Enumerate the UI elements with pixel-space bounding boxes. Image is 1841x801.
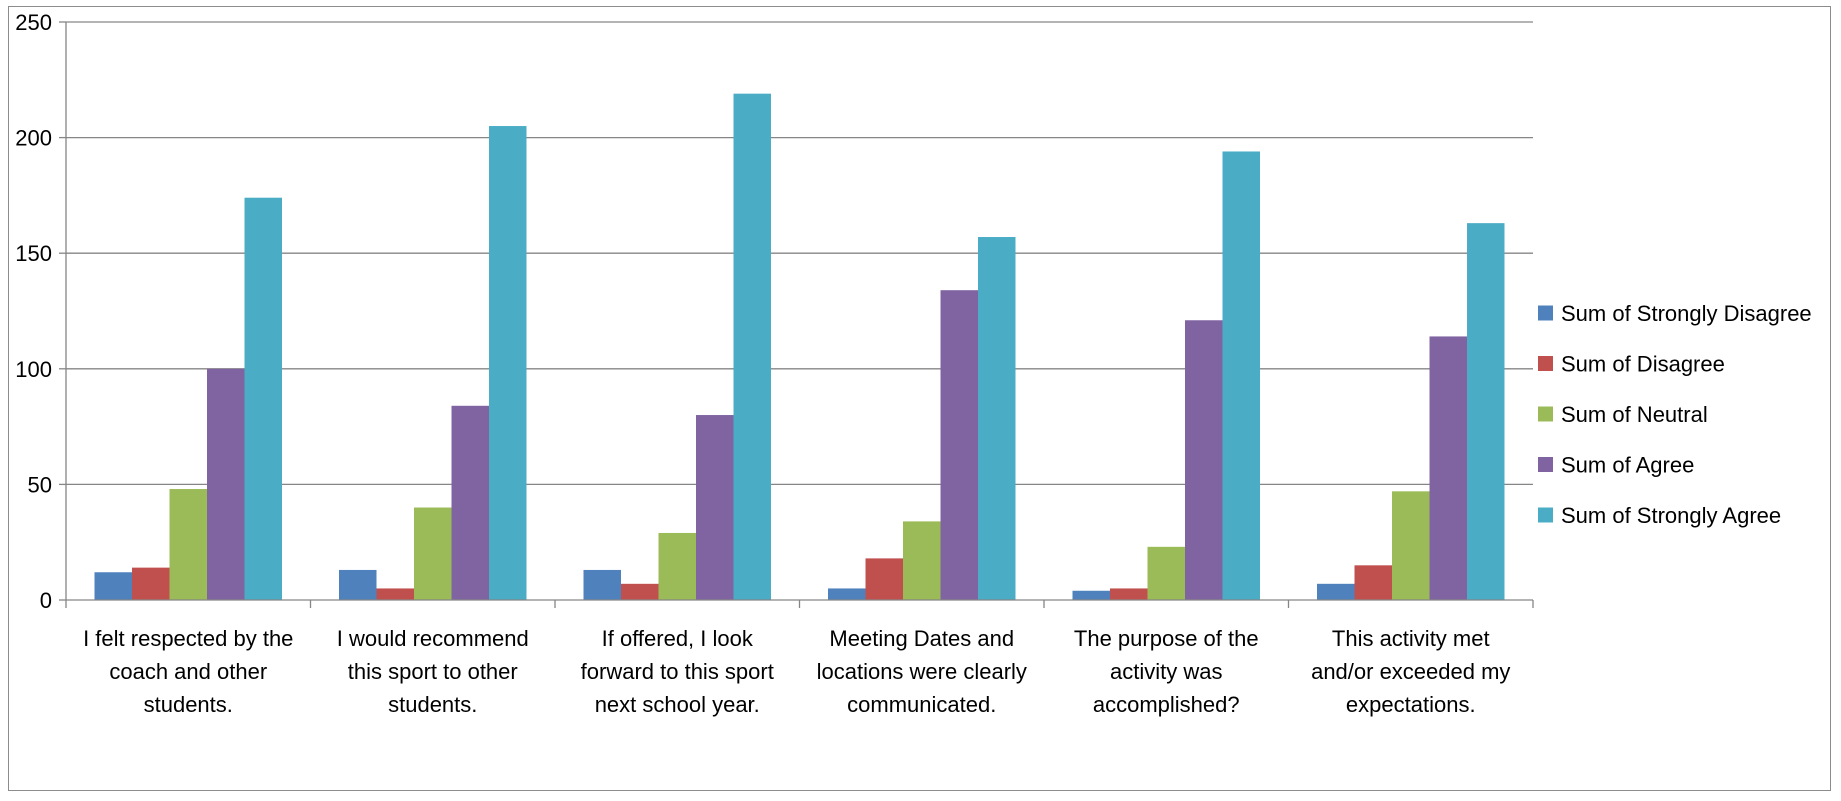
bar: [376, 588, 414, 600]
bar: [132, 567, 170, 600]
bar: [978, 237, 1016, 601]
x-category-label: The purpose of the: [1074, 626, 1259, 651]
legend-swatch: [1538, 406, 1553, 422]
bar: [621, 583, 659, 600]
legend-swatch: [1538, 507, 1553, 523]
legend-swatch: [1538, 305, 1553, 321]
y-tick-label: 50: [28, 472, 52, 497]
bar: [1354, 565, 1392, 600]
bar: [339, 569, 377, 600]
bar: [94, 572, 132, 600]
x-category-label: students.: [388, 692, 477, 717]
y-tick-label: 150: [15, 241, 52, 266]
bar: [1392, 491, 1430, 600]
x-category-label: students.: [144, 692, 233, 717]
legend-label: Sum of Agree: [1561, 453, 1694, 478]
x-axis-category-labels: I felt respected by the coach and other st…: [83, 626, 1510, 717]
bar: [940, 290, 978, 600]
bar: [658, 532, 696, 600]
bars: [94, 93, 1505, 601]
bar: [414, 507, 452, 600]
y-axis-tick-labels: 0 50 100 150 200 250: [15, 10, 52, 613]
legend-label: Sum of Strongly Disagree: [1561, 301, 1812, 326]
x-category-label: This activity met: [1332, 626, 1490, 651]
x-category-label: this sport to other: [348, 659, 518, 684]
x-category-label: If offered, I look: [602, 626, 754, 651]
bar: [451, 405, 489, 600]
y-tick-label: 100: [15, 357, 52, 382]
bar: [244, 197, 282, 600]
bar: [583, 569, 621, 600]
x-category-label: accomplished?: [1093, 692, 1240, 717]
bar: [865, 558, 903, 600]
bar: [696, 415, 734, 600]
legend-label: Sum of Strongly Agree: [1561, 503, 1781, 528]
x-category-label: next school year.: [595, 692, 760, 717]
bar: [1222, 151, 1260, 601]
bar: [1185, 320, 1223, 600]
axes: [59, 21, 1534, 608]
bar: [489, 126, 527, 600]
bar: [169, 489, 207, 600]
y-tick-label: 200: [15, 126, 52, 151]
x-category-label: and/or exceeded my: [1311, 659, 1510, 684]
x-category-label: activity was: [1110, 659, 1222, 684]
bar: [1110, 588, 1148, 600]
bar: [733, 93, 771, 600]
legend-swatch: [1538, 457, 1553, 472]
x-category-label: forward to this sport: [581, 659, 774, 684]
y-tick-label: 250: [15, 10, 52, 35]
legend-label: Sum of Neutral: [1561, 402, 1708, 427]
bar: [1147, 546, 1185, 600]
x-category-label: expectations.: [1346, 692, 1476, 717]
gridlines: [66, 21, 1533, 486]
x-category-label: coach and other: [109, 659, 267, 684]
bar: [1317, 583, 1355, 600]
bar: [828, 588, 866, 600]
legend: Sum of Strongly Disagree Sum of Disagree S…: [1538, 301, 1812, 528]
bar: [903, 521, 941, 600]
bar: [1467, 223, 1505, 601]
bar: [1072, 590, 1110, 600]
x-category-label: I felt respected by the: [83, 626, 293, 651]
x-category-label: Meeting Dates and: [829, 626, 1014, 651]
chart-frame: [8, 6, 1831, 791]
x-category-label: I would recommend: [337, 626, 529, 651]
x-category-label: communicated.: [847, 692, 996, 717]
y-tick-label: 0: [40, 588, 52, 613]
bar: [207, 368, 245, 600]
x-category-label: locations were clearly: [817, 659, 1027, 684]
legend-swatch: [1538, 356, 1553, 371]
legend-label: Sum of Disagree: [1561, 352, 1725, 377]
bar: [1429, 336, 1467, 600]
